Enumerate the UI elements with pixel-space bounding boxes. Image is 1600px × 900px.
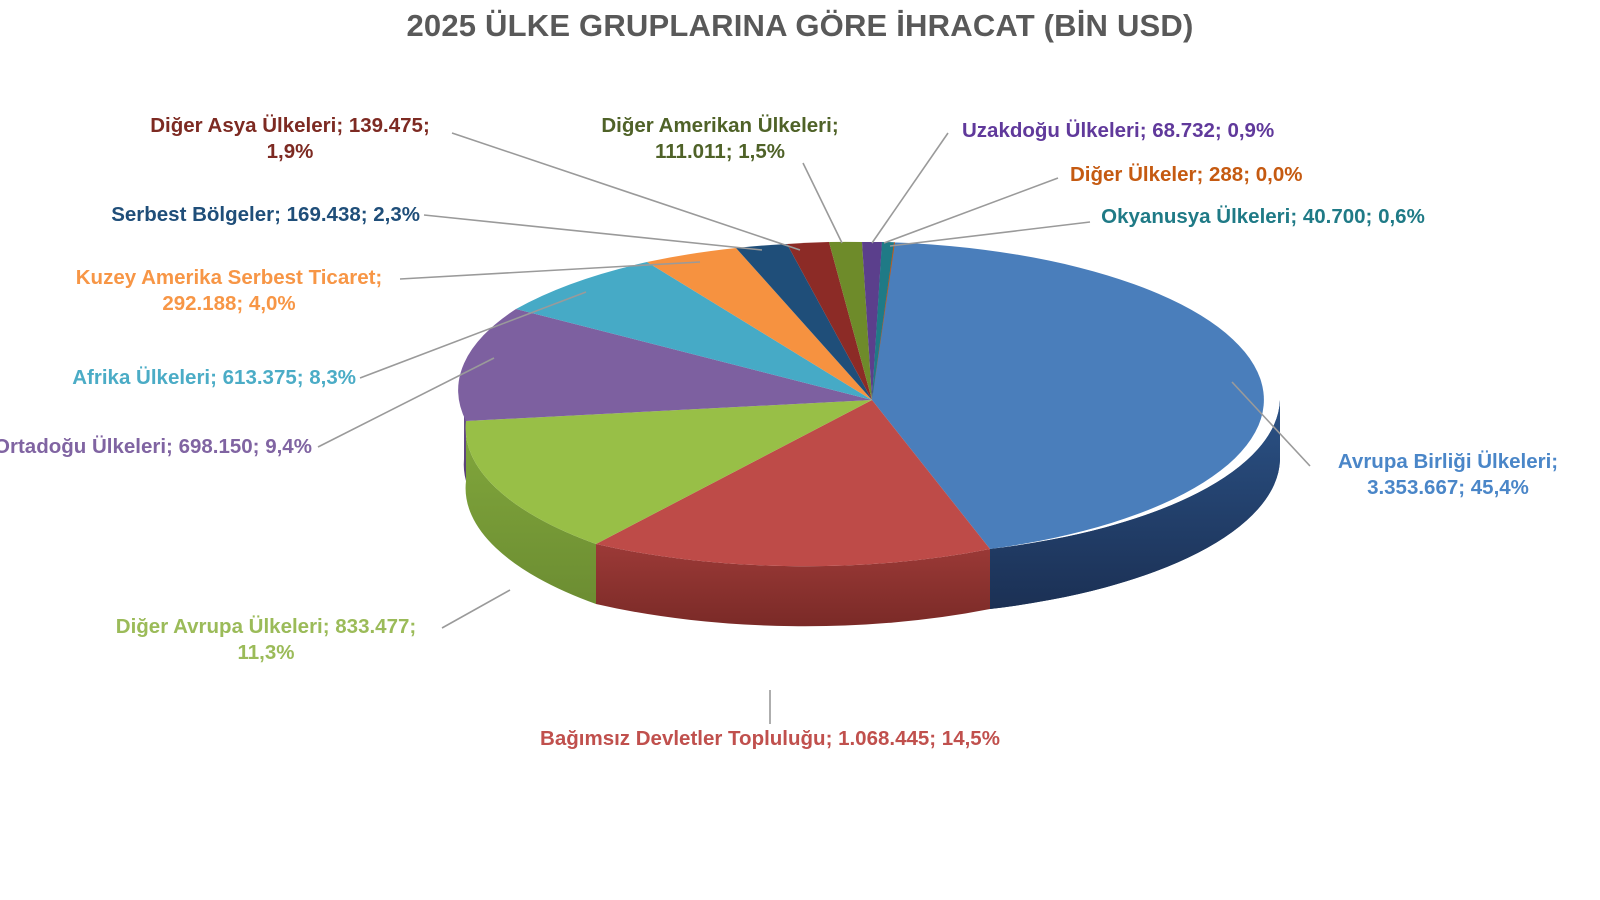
slice-diger-asya: [787, 242, 872, 400]
data-label-diger-amerikan: Diğer Amerikan Ülkeleri; 111.011; 1,5%: [601, 114, 839, 164]
leader-line-diger-avrupa: [441, 589, 511, 629]
slice-side-diger-avrupa: [465, 421, 596, 604]
data-label-afrika: Afrika Ülkeleri; 613.375; 8,3%: [72, 366, 356, 389]
slice-side-avrupa-birligi-2: [990, 400, 1280, 609]
leader-line-afrika: [359, 291, 587, 379]
data-label-diger-avrupa: Diğer Avrupa Ülkeleri; 833.477; 11,3%: [115, 615, 417, 665]
leader-line-diger-asya: [451, 132, 801, 251]
leader-line-okyanusya: [889, 221, 1091, 247]
data-label-diger-asya: Diğer Asya Ülkeleri; 139.475; 1,9%: [150, 114, 430, 164]
pie-side-walls: [463, 399, 1280, 627]
leader-line-diger-ulkeler: [883, 177, 1059, 244]
pie-top-faces: [458, 241, 1264, 567]
data-label-bdt: Bağımsız Devletler Topluluğu; 1.068.445;…: [540, 727, 1000, 750]
data-label-serbest-bolgeler: Serbest Bölgeler; 169.438; 2,3%: [111, 203, 420, 226]
slice-ortadogu: [458, 309, 872, 421]
data-label-uzakdogu: Uzakdoğu Ülkeleri; 68.732; 0,9%: [962, 119, 1275, 142]
leader-lines: [317, 132, 1311, 724]
slice-serbest-bolgeler: [736, 244, 872, 400]
leader-line-avrupa-birligi: [1231, 381, 1311, 467]
leader-line-serbest-bolgeler: [423, 214, 763, 251]
leader-line-kuzey-amerika: [399, 261, 701, 280]
slice-diger-ulkeler: [872, 242, 895, 400]
slice-diger-avrupa: [465, 400, 872, 544]
data-label-avrupa-birligi: Avrupa Birliği Ülkeleri; 3.353.667; 45,4…: [1337, 450, 1559, 500]
slice-afrika: [516, 262, 872, 400]
leader-line-diger-amerikan: [802, 162, 843, 244]
data-label-kuzey-amerika: Kuzey Amerika Serbest Ticaret; 292.188; …: [75, 266, 383, 316]
slice-kuzey-amerika: [647, 248, 872, 400]
slice-bdt: [596, 400, 990, 567]
data-label-okyanusya: Okyanusya Ülkeleri; 40.700; 0,6%: [1101, 205, 1425, 228]
page-title: 2025 ÜLKE GRUPLARINA GÖRE İHRACAT (BİN U…: [406, 8, 1194, 43]
slice-uzakdogu: [862, 241, 882, 400]
slice-okyanusya: [872, 242, 894, 400]
slice-avrupa-birligi: [872, 242, 1264, 549]
leader-line-uzakdogu: [871, 132, 949, 244]
slice-diger-amerikan: [829, 241, 872, 400]
slice-side-bdt: [596, 544, 990, 627]
data-label-diger-ulkeler: Diğer Ülkeler; 288; 0,0%: [1070, 163, 1303, 186]
leader-line-ortadogu: [317, 357, 495, 448]
data-label-ortadogu: Ortadoğu Ülkeleri; 698.150; 9,4%: [0, 435, 312, 458]
